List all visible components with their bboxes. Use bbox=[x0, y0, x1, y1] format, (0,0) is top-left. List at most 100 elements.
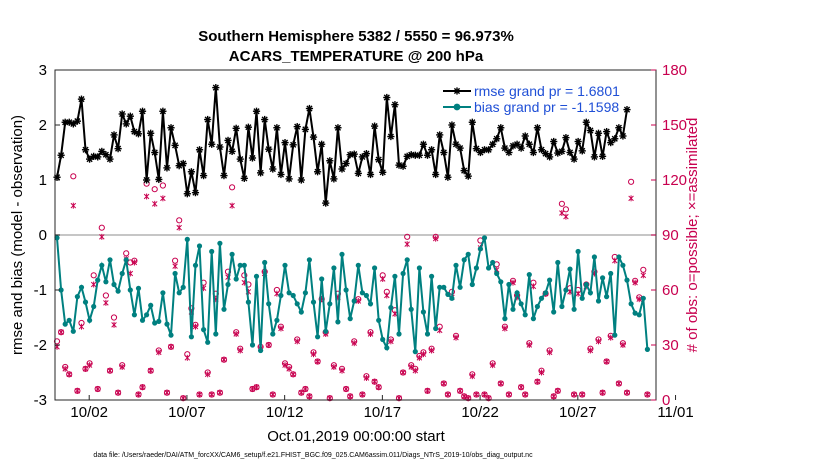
y-tick-label: 3 bbox=[39, 62, 47, 79]
bias-point bbox=[420, 309, 426, 315]
legend-rmse-label: rmse grand pr = 1.6801 bbox=[474, 83, 620, 99]
bias-point bbox=[469, 281, 475, 288]
bias-point bbox=[612, 332, 618, 338]
rmse-point bbox=[387, 132, 395, 141]
rmse-series bbox=[53, 84, 631, 207]
bias-point bbox=[343, 287, 349, 293]
rmse-point bbox=[427, 146, 436, 154]
rmse-point bbox=[362, 150, 371, 158]
obs-assimilated-marker bbox=[526, 342, 533, 348]
obs-assimilated-marker bbox=[151, 200, 158, 207]
bias-point bbox=[70, 328, 76, 334]
obs-assimilated-marker bbox=[94, 386, 101, 392]
bias-point bbox=[225, 281, 231, 288]
obs-assimilated-marker bbox=[546, 349, 553, 356]
obs-assimilated-marker bbox=[290, 371, 296, 378]
rmse-point bbox=[220, 172, 228, 180]
rmse-point bbox=[342, 159, 350, 168]
bias-point bbox=[486, 265, 492, 271]
obs-assimilated-marker bbox=[432, 235, 439, 242]
bias-point bbox=[392, 273, 398, 279]
obs-assimilated-marker bbox=[339, 367, 345, 374]
bias-point bbox=[510, 306, 516, 312]
obs-possible-marker bbox=[98, 224, 105, 231]
obs-assimilated-marker bbox=[555, 387, 561, 394]
rmse-point bbox=[143, 176, 151, 184]
bias-point bbox=[567, 266, 573, 272]
bias-point bbox=[534, 303, 541, 310]
legend-rmse-star bbox=[453, 87, 461, 95]
bias-point bbox=[152, 320, 158, 326]
bias-point bbox=[266, 301, 272, 307]
bias-point bbox=[176, 290, 182, 296]
rmse-point bbox=[212, 84, 220, 92]
rmse-point bbox=[248, 154, 257, 162]
obs-assimilated-marker bbox=[168, 343, 174, 350]
obs-assimilated-marker bbox=[518, 384, 524, 391]
rmse-point bbox=[603, 128, 611, 136]
obs-possible-marker bbox=[110, 314, 118, 321]
chart-subtitle: ACARS_TEMPERATURE @ 200 hPa bbox=[229, 48, 484, 65]
bias-point bbox=[294, 301, 300, 307]
bias-point bbox=[78, 284, 85, 290]
rmse-point bbox=[338, 165, 346, 173]
obs-count-markers bbox=[53, 173, 651, 402]
rmse-point bbox=[240, 174, 248, 182]
bias-point bbox=[632, 310, 638, 316]
rmse-point bbox=[590, 153, 599, 161]
rmse-point bbox=[126, 112, 134, 120]
y-tick-label: 0 bbox=[39, 227, 47, 244]
legend-bias-label: bias grand pr = -1.1598 bbox=[474, 99, 619, 115]
obs-assimilated-marker bbox=[229, 202, 235, 209]
rmse-point bbox=[586, 126, 594, 135]
bias-point bbox=[298, 309, 304, 315]
obs-possible-marker bbox=[151, 186, 158, 193]
bias-point bbox=[91, 303, 97, 310]
rmse-point bbox=[570, 155, 578, 163]
obs-assimilated-marker bbox=[502, 325, 508, 332]
bias-point bbox=[363, 292, 369, 299]
rmse-point bbox=[195, 146, 204, 154]
obs-assimilated-marker bbox=[131, 259, 138, 266]
bias-point bbox=[209, 248, 215, 255]
bias-point bbox=[237, 262, 243, 268]
rmse-point bbox=[444, 173, 452, 181]
rmse-point bbox=[122, 120, 130, 128]
obs-assimilated-marker bbox=[457, 387, 463, 394]
obs-assimilated-marker bbox=[489, 362, 496, 369]
rmse-point bbox=[448, 121, 456, 129]
obs-assimilated-marker bbox=[278, 325, 284, 332]
rmse-point bbox=[533, 124, 542, 132]
y-right-tick-label: 0 bbox=[662, 392, 670, 409]
bias-point bbox=[249, 342, 256, 348]
rmse-point bbox=[468, 118, 476, 126]
rmse-point bbox=[187, 168, 195, 176]
bias-point bbox=[180, 284, 186, 290]
bias-point bbox=[233, 276, 239, 282]
bias-series bbox=[54, 235, 651, 355]
bias-point bbox=[205, 339, 211, 345]
rmse-point bbox=[171, 141, 179, 149]
y-tick-label: -2 bbox=[34, 337, 47, 354]
bias-point bbox=[66, 317, 72, 323]
rmse-point bbox=[529, 148, 537, 157]
obs-assimilated-marker bbox=[147, 367, 154, 374]
rmse-point bbox=[440, 148, 448, 157]
rmse-point bbox=[415, 151, 423, 159]
rmse-point bbox=[326, 157, 334, 165]
bias-point bbox=[127, 287, 133, 293]
bias-point bbox=[107, 257, 113, 263]
obs-assimilated-marker bbox=[265, 342, 272, 348]
obs-assimilated-marker bbox=[164, 389, 170, 396]
obs-assimilated-marker bbox=[139, 384, 146, 391]
rmse-point bbox=[566, 148, 574, 157]
bias-point bbox=[310, 299, 317, 305]
rmse-point bbox=[86, 155, 94, 163]
rmse-point bbox=[236, 155, 244, 163]
obs-assimilated-marker bbox=[184, 354, 191, 361]
bias-point bbox=[302, 290, 308, 296]
rmse-point bbox=[293, 123, 301, 131]
bias-point bbox=[274, 317, 280, 323]
bias-point bbox=[331, 265, 337, 271]
